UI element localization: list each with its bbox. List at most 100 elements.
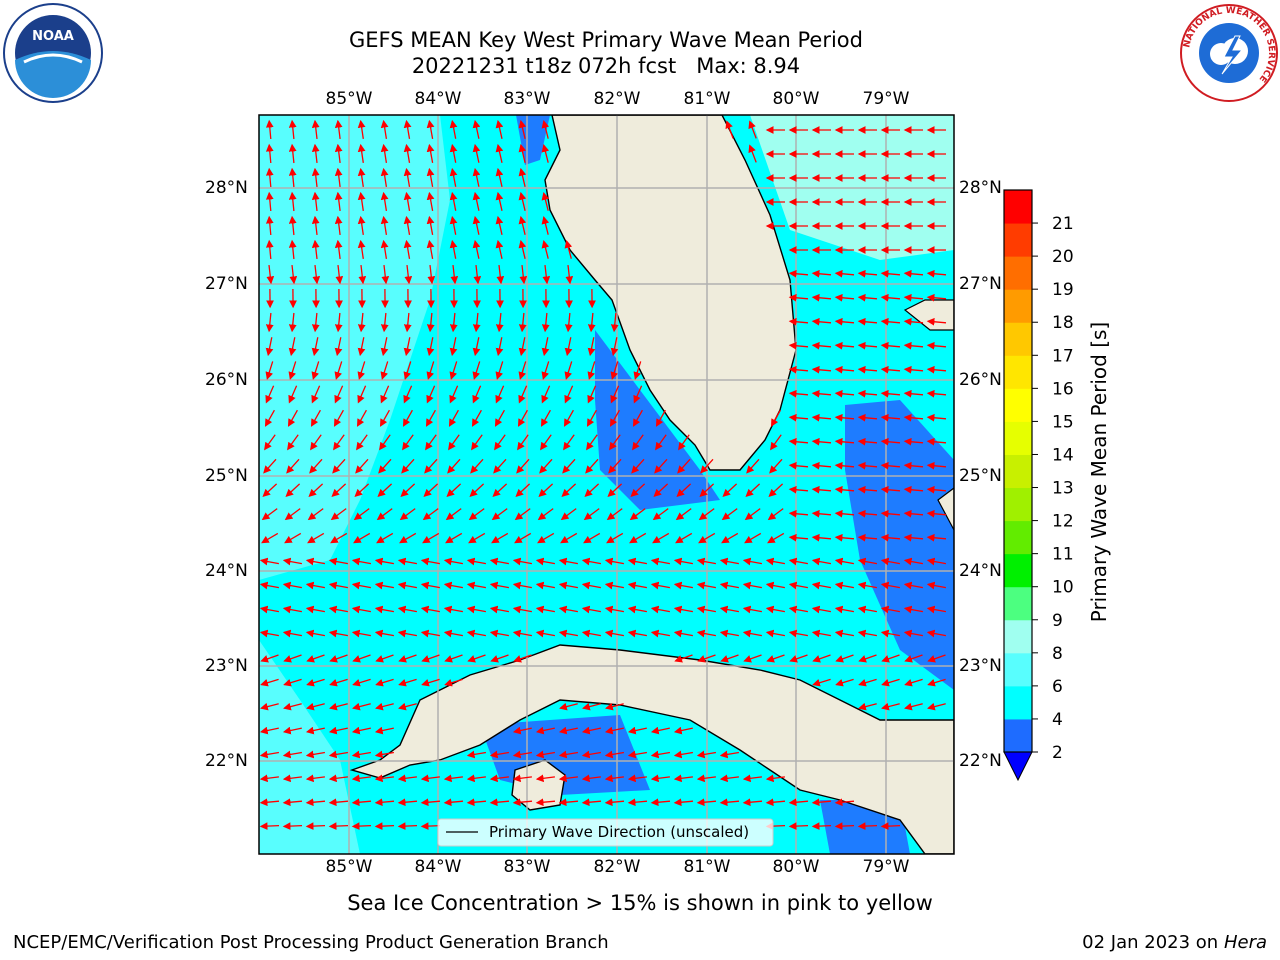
lon-label-top: 85°W xyxy=(325,89,373,109)
wave-arrow xyxy=(466,605,487,614)
wave-arrow xyxy=(445,508,462,521)
wave-arrow xyxy=(632,409,643,427)
wave-arrow xyxy=(283,654,302,663)
wave-arrow xyxy=(903,437,924,446)
wave-arrow xyxy=(420,605,441,614)
wave-arrow xyxy=(357,361,366,380)
wave-arrow xyxy=(305,750,326,759)
colorbar-tick-label: 10 xyxy=(1052,578,1074,598)
wave-arrow xyxy=(538,483,554,497)
wave-arrow xyxy=(650,774,670,783)
wave-arrow xyxy=(788,365,809,374)
wave-arrow xyxy=(535,750,556,759)
wave-arrow xyxy=(517,434,529,451)
wave-arrow xyxy=(328,605,349,614)
wave-arrow xyxy=(673,798,694,807)
map-frame xyxy=(258,114,955,855)
wave-arrow xyxy=(518,239,527,259)
wave-arrow xyxy=(398,702,417,711)
wave-arrow xyxy=(927,654,946,663)
wave-arrow xyxy=(696,798,717,807)
wave-arrow xyxy=(765,581,786,590)
wave-arrow xyxy=(330,508,347,521)
noaa-logo-text: NOAA xyxy=(32,29,74,44)
wave-arrow xyxy=(262,483,278,497)
wave-arrow xyxy=(357,191,366,211)
wave-arrow xyxy=(472,312,481,333)
wave-arrow xyxy=(421,678,440,687)
wave-arrow xyxy=(399,508,416,521)
wave-arrow xyxy=(334,167,343,187)
wave-arrow xyxy=(265,385,275,404)
wave-arrow xyxy=(675,508,692,521)
wave-arrow xyxy=(926,485,947,494)
wave-arrow xyxy=(857,557,878,566)
wave-arrow xyxy=(788,413,809,422)
wave-arrow xyxy=(328,798,349,807)
wave-arrow xyxy=(356,434,368,451)
wave-arrow xyxy=(926,317,947,326)
wave-arrow xyxy=(834,317,855,326)
wave-arrow xyxy=(444,654,463,663)
wave-arrow xyxy=(857,437,878,446)
wave-arrow xyxy=(650,750,671,759)
wave-arrow xyxy=(857,533,878,542)
wave-arrow xyxy=(835,678,854,687)
wave-arrow xyxy=(673,557,694,566)
wave-arrow xyxy=(537,532,555,544)
wave-arrow xyxy=(698,508,715,521)
wave-arrow xyxy=(334,312,343,333)
wave-arrow xyxy=(558,605,579,614)
wave-arrow xyxy=(311,239,320,259)
wave-arrow xyxy=(880,389,901,398)
wave-arrow xyxy=(265,239,274,260)
wave-arrow xyxy=(541,312,550,333)
wave-arrow xyxy=(397,557,418,566)
wave-arrow xyxy=(518,119,527,139)
wave-arrow xyxy=(811,293,832,302)
wave-arrow xyxy=(610,385,620,404)
wave-arrow xyxy=(259,605,280,614)
wave-arrow xyxy=(581,557,602,566)
wave-arrow xyxy=(834,269,855,278)
wave-arrow xyxy=(264,409,275,427)
wave-arrow xyxy=(582,702,601,711)
wave-arrow xyxy=(397,605,418,614)
wave-arrow xyxy=(288,337,297,357)
wave-arrow xyxy=(265,337,274,357)
wave-arrow xyxy=(397,774,417,783)
lon-label-bottom: 83°W xyxy=(503,857,551,877)
wave-arrow xyxy=(422,532,440,544)
wave-arrow xyxy=(403,337,412,357)
wave-arrow xyxy=(306,702,325,711)
wave-arrow xyxy=(518,337,527,357)
wave-arrow xyxy=(357,239,366,259)
wave-arrow xyxy=(282,726,302,735)
wave-arrow xyxy=(496,265,505,285)
wave-arrow xyxy=(424,458,438,474)
wave-arrow xyxy=(420,581,441,590)
map-legend: Primary Wave Direction (unscaled) xyxy=(437,818,774,847)
wave-arrow xyxy=(426,143,435,164)
wave-arrow xyxy=(633,361,642,380)
wave-arrow xyxy=(926,629,947,638)
wave-arrow xyxy=(518,167,527,187)
wave-arrow xyxy=(420,557,441,566)
wave-arrow xyxy=(881,678,900,687)
wave-arrow xyxy=(765,605,786,614)
wave-arrow xyxy=(834,365,855,374)
wave-direction-arrows xyxy=(259,119,947,831)
florida-land xyxy=(544,115,797,471)
wave-arrow xyxy=(380,167,389,188)
wave-arrow xyxy=(377,483,393,497)
wave-arrow xyxy=(357,167,366,187)
wave-arrow xyxy=(904,678,923,687)
colorbar-tick-label: 6 xyxy=(1052,677,1063,697)
lon-label-top: 83°W xyxy=(503,89,551,109)
wave-arrow xyxy=(470,458,484,474)
wave-arrow xyxy=(857,389,878,398)
wave-arrow xyxy=(378,458,392,474)
wave-arrow xyxy=(767,508,784,521)
wave-arrow xyxy=(334,385,344,404)
colorbar-tick-label: 15 xyxy=(1052,412,1074,432)
